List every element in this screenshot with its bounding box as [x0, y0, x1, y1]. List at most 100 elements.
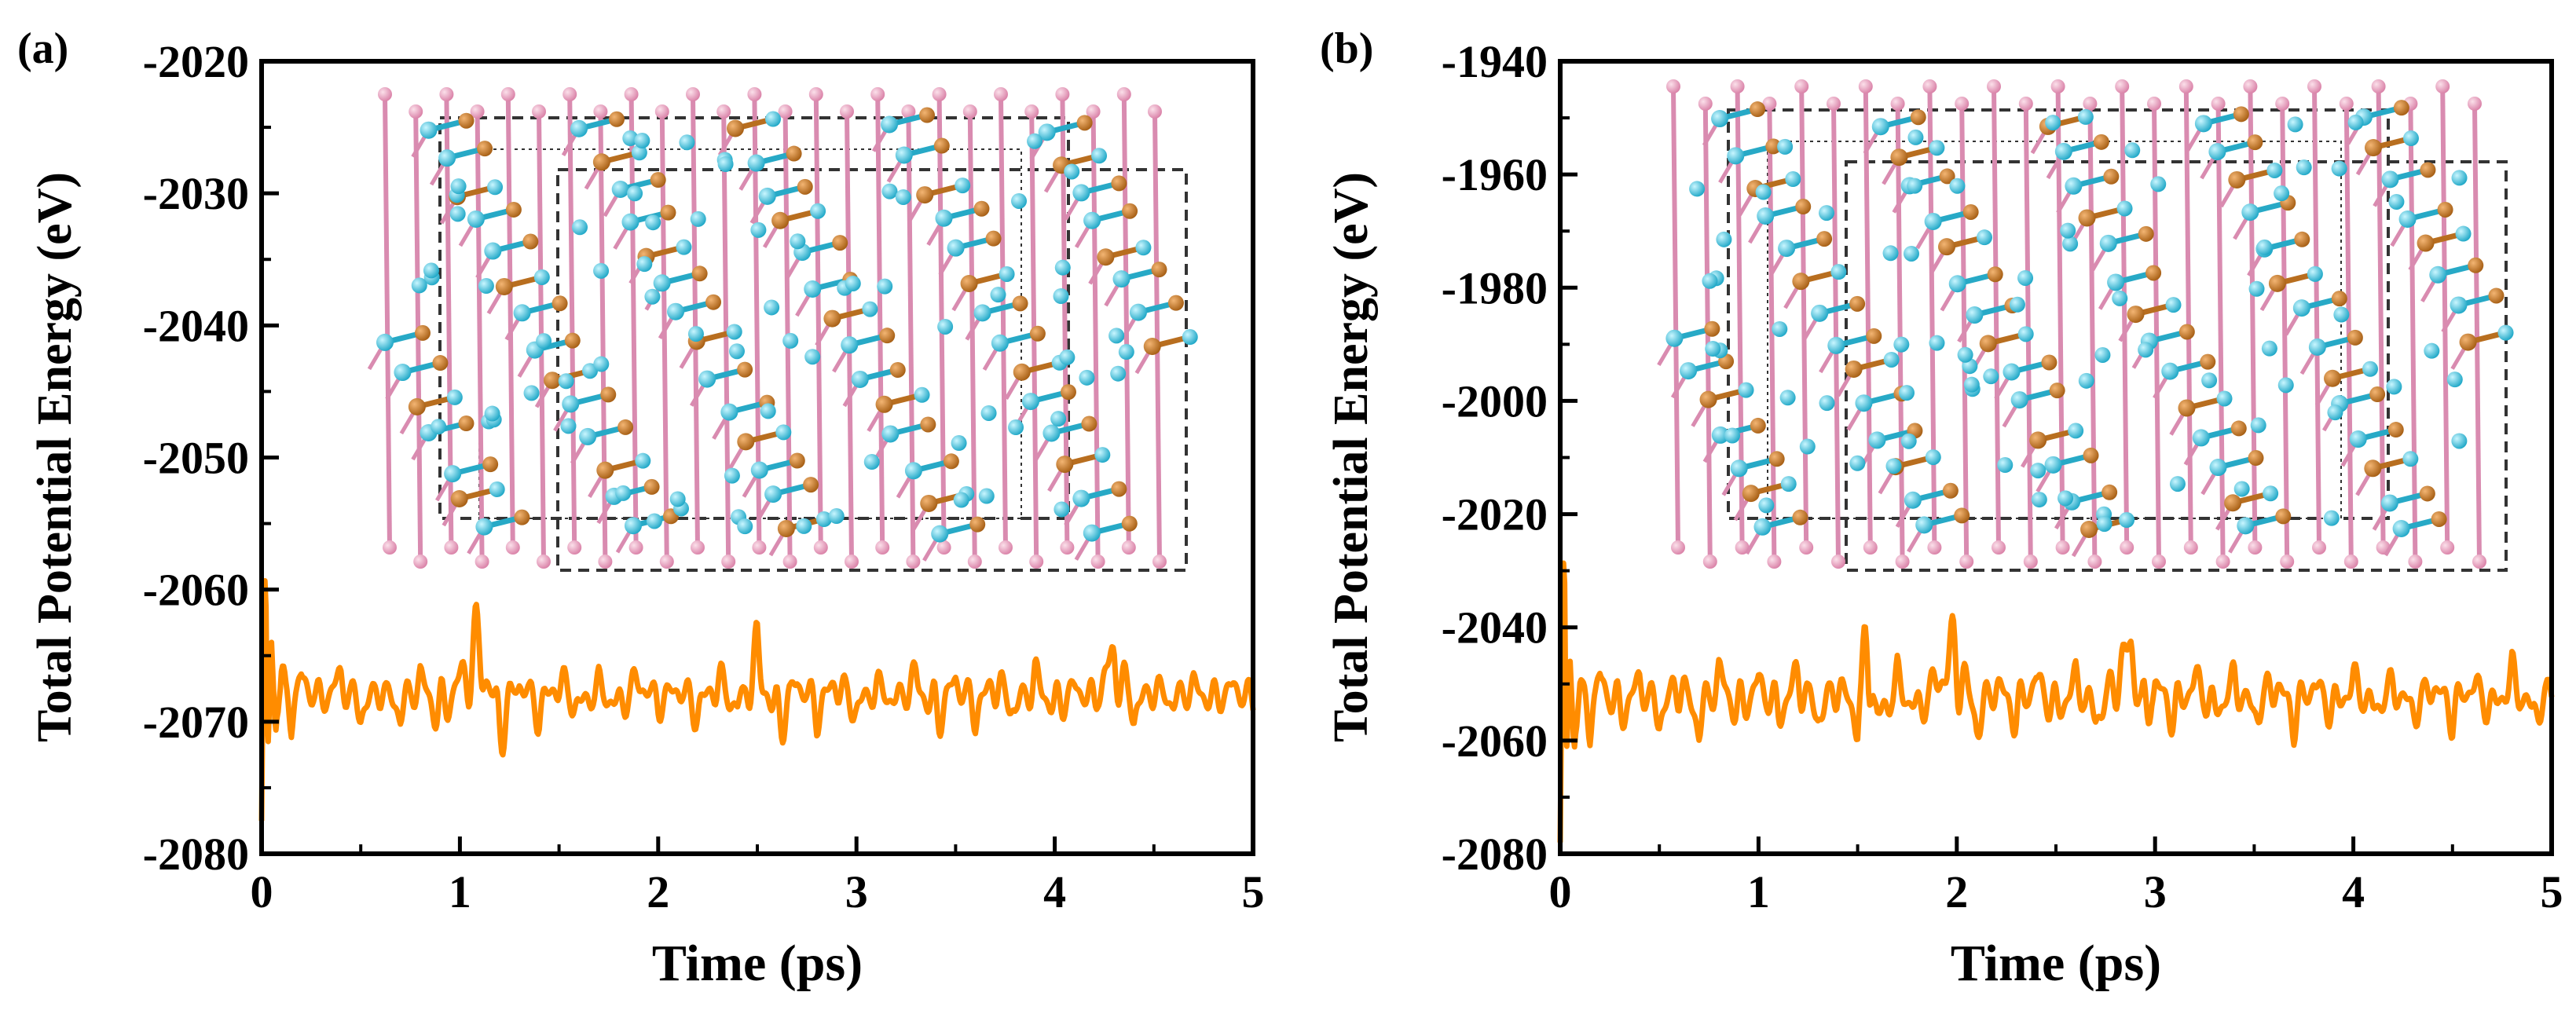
pink-bond	[1799, 86, 1809, 548]
brown-atom	[803, 477, 819, 493]
cyan-atom	[2107, 273, 2125, 291]
unit-cell-back	[556, 168, 1188, 572]
cyan-atom	[1966, 306, 1984, 324]
cyan-atom	[2094, 346, 2111, 363]
cyan-atom	[644, 288, 661, 305]
cyan-atom	[2209, 459, 2227, 477]
brown-atom	[1097, 248, 1115, 266]
panel-a-x-axis-label: Time (ps)	[652, 935, 863, 992]
pink-atom	[1086, 104, 1101, 119]
cyan-atom	[570, 119, 588, 137]
cyan-atom	[973, 304, 991, 322]
cyan-atom	[2429, 265, 2447, 284]
pink-atom	[1890, 97, 1905, 111]
brown-atom	[875, 395, 893, 413]
cyan-atom	[2017, 326, 2034, 342]
pink-bond	[1831, 103, 1841, 562]
brown-atom	[1962, 203, 1979, 220]
cyan-atom	[1094, 447, 1111, 463]
brown-atom	[1012, 295, 1028, 312]
cyan-atom	[937, 318, 954, 335]
cyan-atom	[1885, 458, 1902, 474]
pink-atom	[2147, 97, 2161, 111]
brown-atom	[960, 274, 978, 292]
cyan-atom	[645, 214, 661, 231]
cyan-atom	[2248, 280, 2265, 297]
pink-atom	[1858, 79, 1873, 93]
cyan-atom	[810, 203, 826, 219]
pink-atom	[2243, 79, 2258, 93]
pink-atom	[2371, 79, 2386, 93]
cyan-atom	[862, 301, 878, 317]
pink-atom	[2115, 79, 2130, 93]
cyan-atom	[1050, 411, 1067, 427]
cyan-atom	[931, 525, 949, 543]
cyan-atom	[560, 418, 577, 434]
x-tick-label: 4	[1043, 866, 1066, 917]
panel-a-label: (a)	[17, 24, 68, 73]
pink-bond	[598, 111, 608, 562]
cyan-atom	[1907, 178, 1923, 194]
cyan-atom	[2058, 490, 2074, 507]
cyan-atom	[1054, 259, 1071, 276]
cyan-atom	[2277, 377, 2294, 394]
cyan-atom	[764, 299, 780, 316]
pink-bond	[567, 93, 577, 548]
cyan-atom	[2381, 170, 2399, 189]
cyan-atom	[533, 269, 550, 285]
cyan-atom	[2054, 142, 2072, 160]
brown-atom	[1143, 338, 1161, 356]
pink-atom	[936, 540, 951, 555]
pink-atom	[1702, 555, 1717, 569]
brown-atom	[2431, 511, 2447, 527]
cyan-atom	[720, 403, 738, 421]
cyan-atom	[2388, 193, 2405, 210]
cyan-atom	[627, 185, 643, 202]
pink-bond	[1927, 86, 1937, 548]
brown-atom	[1111, 481, 1127, 497]
pink-atom	[659, 555, 674, 569]
panel-a-crystal-inset	[367, 87, 1198, 572]
cyan-atom	[449, 206, 466, 222]
pink-atom	[691, 540, 705, 555]
pink-atom	[1794, 79, 1809, 93]
pink-atom	[782, 555, 797, 569]
cyan-atom	[1811, 304, 1829, 322]
cyan-atom	[790, 233, 806, 250]
cyan-atom	[990, 287, 1006, 303]
cyan-atom	[1711, 110, 1729, 128]
brown-atom	[832, 235, 848, 251]
cyan-atom	[621, 213, 639, 231]
cyan-atom	[631, 145, 647, 161]
cyan-atom	[1053, 287, 1069, 304]
cyan-atom	[1680, 362, 1698, 380]
pink-bond	[2408, 103, 2418, 562]
pink-bond	[2343, 103, 2354, 562]
pink-bond	[967, 111, 977, 562]
cyan-atom	[679, 134, 695, 151]
cyan-atom	[2112, 290, 2128, 306]
pink-atom	[2120, 540, 2134, 555]
cyan-atom	[750, 461, 768, 479]
pink-bond	[691, 93, 700, 548]
cyan-atom	[2030, 463, 2047, 479]
cyan-atom	[2307, 265, 2323, 282]
brown-atom	[933, 137, 950, 154]
brown-atom	[2393, 100, 2409, 116]
brown-atom	[2200, 353, 2216, 370]
brown-atom	[596, 461, 614, 479]
brown-atom	[1111, 175, 1127, 192]
y-tick-label: -1960	[1442, 149, 1548, 200]
cyan-atom	[2451, 170, 2468, 186]
x-tick-label: 1	[1747, 866, 1770, 917]
cyan-atom	[1997, 457, 2014, 474]
cyan-atom	[904, 462, 922, 480]
cyan-atom	[1083, 211, 1101, 229]
panel-b-y-axis-label: Total Potential Energy (eV)	[1325, 172, 1378, 742]
pink-atom	[475, 555, 489, 569]
pink-bond	[2248, 86, 2258, 548]
pink-bond	[475, 111, 485, 562]
brown-atom	[2078, 209, 2096, 227]
cyan-atom	[1118, 344, 1134, 361]
pink-atom	[2408, 555, 2423, 569]
